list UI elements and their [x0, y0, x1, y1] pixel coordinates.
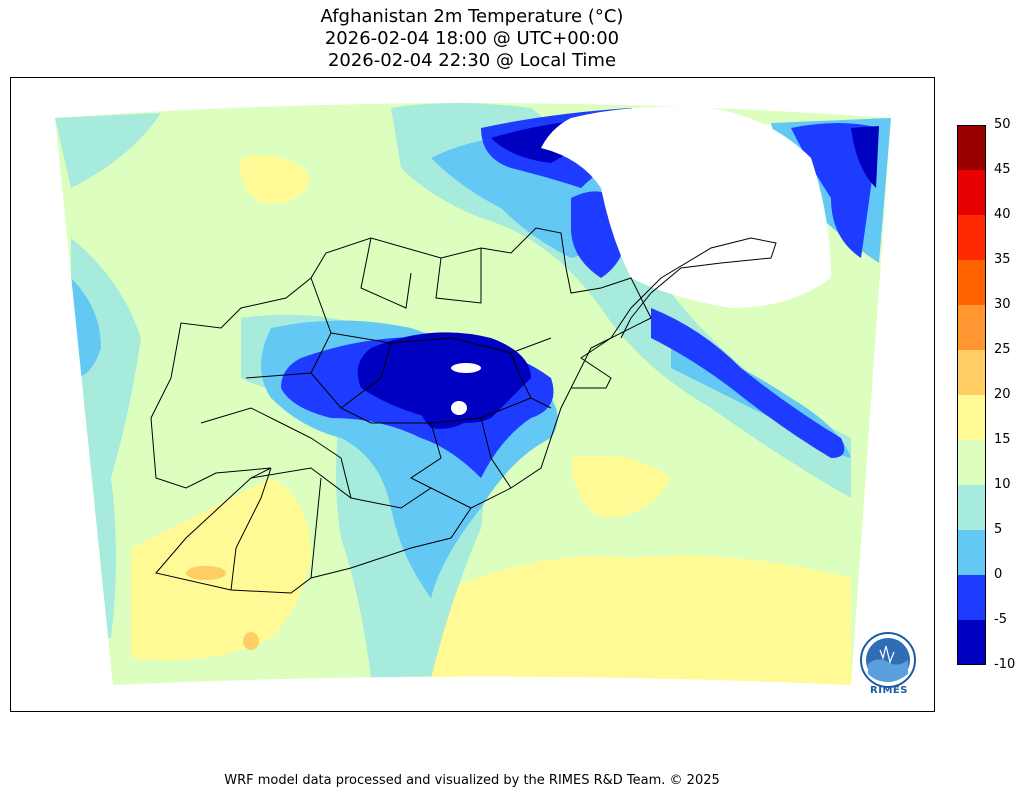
- colorbar-segment: [957, 530, 986, 575]
- colorbar-segment: [957, 485, 986, 530]
- rimes-logo-graphic: [860, 632, 916, 688]
- colorbar-tick-label: 45: [994, 162, 1011, 177]
- colorbar-segment: [957, 215, 986, 260]
- colorbar-tick-label: 25: [994, 342, 1011, 357]
- colorbar-tick-label: 40: [994, 207, 1011, 222]
- province-line-10: [410, 422, 442, 489]
- temperature-map: [55, 103, 891, 685]
- colorbar-segment: [957, 575, 986, 620]
- title-line-2: 2026-02-04 18:00 @ UTC+00:00: [324, 28, 620, 49]
- colorbar-tick-label: 0: [994, 567, 1003, 582]
- below-range-hindu-kush-2: [451, 401, 467, 415]
- colorbar-segment: [957, 170, 986, 215]
- colorbar-segment: [957, 305, 986, 350]
- below-range-himalaya: [541, 106, 831, 308]
- title-line-3: 2026-02-04 22:30 @ Local Time: [327, 50, 617, 71]
- colorbar-segment: [957, 620, 986, 665]
- band-15-20-north: [240, 155, 311, 204]
- province-line-5: [310, 372, 532, 424]
- province-line-12: [340, 342, 392, 409]
- footer-credit: WRF model data processed and visualized …: [224, 773, 720, 788]
- band-minus5-0-east: [651, 308, 845, 458]
- province-line-8: [230, 467, 272, 591]
- kashmir-boundary: [610, 237, 777, 339]
- band-20-25-b: [243, 632, 259, 650]
- colorbar-tick-label: -5: [994, 612, 1007, 627]
- band-15-20-south: [411, 555, 851, 685]
- colorbar-tick-label: 5: [994, 522, 1003, 537]
- title-line-1: Afghanistan 2m Temperature (°C): [320, 6, 624, 27]
- province-line-1: [245, 277, 332, 379]
- band-20-25-a: [186, 566, 226, 580]
- colorbar-tick-label: 20: [994, 387, 1011, 402]
- colorbar-tick-label: 30: [994, 297, 1011, 312]
- band-minus10-minus5-core2: [417, 378, 481, 429]
- province-line-3: [435, 248, 482, 304]
- colorbar-segment: [957, 350, 986, 395]
- colorbar-tick-label: 50: [994, 117, 1011, 132]
- below-range-patch: [746, 124, 776, 140]
- colorbar-tick-label: 15: [994, 432, 1011, 447]
- province-line-11: [480, 417, 512, 489]
- province-line-2: [360, 237, 412, 309]
- colorbar-border: [957, 125, 986, 665]
- temperature-field: [55, 103, 891, 685]
- province-line-13: [510, 352, 552, 409]
- band-minus10-minus5-core: [357, 332, 531, 423]
- logo-text: RIMES: [870, 685, 908, 696]
- afghanistan-border: [150, 227, 652, 594]
- colorbar-segment: [957, 260, 986, 305]
- province-line-6: [200, 407, 352, 499]
- province-line-9: [310, 477, 322, 579]
- province-boundaries: [150, 227, 652, 594]
- band-15-20-east: [571, 455, 671, 518]
- map-frame: [10, 77, 935, 712]
- rimes-globe-logo-icon: RIMES: [850, 628, 928, 704]
- colorbar-segment: [957, 440, 986, 485]
- province-line-7: [250, 467, 472, 509]
- band-minus5-0-northeast: [791, 123, 879, 258]
- colorbar-tick-label: 35: [994, 252, 1011, 267]
- below-range-hindu-kush: [451, 363, 481, 373]
- colorbar-tick-label: -10: [994, 657, 1016, 672]
- colorbar-tick-label: 10: [994, 477, 1011, 492]
- colorbar: [957, 125, 986, 665]
- colorbar-segment: [957, 125, 986, 170]
- province-line-4: [330, 332, 552, 354]
- band-5-10-nw: [55, 113, 161, 188]
- chart-title: Afghanistan 2m Temperature (°C) 2026-02-…: [0, 6, 944, 72]
- colorbar-segment: [957, 395, 986, 440]
- border-segment: [570, 337, 612, 389]
- band-minus10-minus5-ne: [851, 126, 879, 188]
- neighbor-boundaries: [570, 237, 777, 389]
